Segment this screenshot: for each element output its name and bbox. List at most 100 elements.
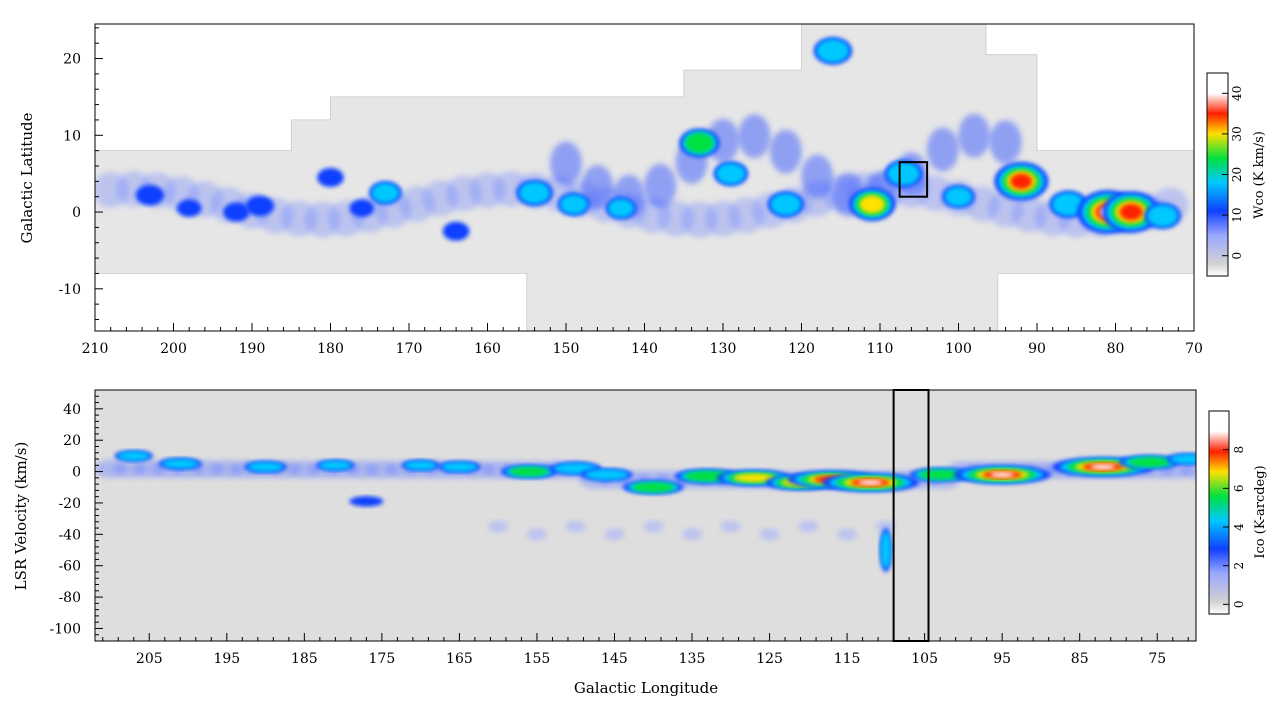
diffuse-emission xyxy=(1180,460,1196,479)
emission-clump xyxy=(879,528,892,573)
emission-contour xyxy=(858,480,883,485)
x-tick-label: 205 xyxy=(136,651,163,667)
x-tick-label: 150 xyxy=(553,341,580,357)
top-panel: 210 200 190 180 170 160 150 140 130 120 110 100 90 80… xyxy=(18,23,1203,357)
diffuse-emission xyxy=(604,528,625,541)
emission-contour xyxy=(404,460,438,470)
emission-clump xyxy=(245,195,275,217)
emission-contour xyxy=(990,472,1015,478)
emission-contour xyxy=(1147,204,1179,227)
emission-clump xyxy=(316,459,355,471)
emission-contour xyxy=(770,193,802,216)
emission-clump xyxy=(516,179,553,206)
y-tick-label: 0 xyxy=(72,205,81,221)
emission-clump xyxy=(884,159,923,188)
y-tick-label: 10 xyxy=(63,128,81,144)
diffuse-emission xyxy=(550,141,582,186)
emission-clump xyxy=(821,473,919,492)
emission-contour xyxy=(247,461,284,472)
emission-contour xyxy=(1119,203,1143,221)
top-colorbar-title: Wco (K km/s) xyxy=(1252,131,1267,219)
emission-contour xyxy=(685,132,714,154)
emission-clump xyxy=(244,461,288,473)
emission-clump xyxy=(1144,202,1181,229)
emission-clump xyxy=(442,221,470,241)
emission-contour xyxy=(162,458,199,469)
emission-clump xyxy=(605,197,637,220)
x-tick-label: 210 xyxy=(82,341,109,357)
colorbar-tick-label: 8 xyxy=(1232,446,1246,454)
emission-clump xyxy=(849,187,896,221)
emission-clump xyxy=(114,450,154,462)
diffuse-emission xyxy=(720,520,741,533)
emission-clump xyxy=(317,168,344,187)
top-colorbar-ticks: 0 10 20 30 40 xyxy=(1222,86,1244,260)
x-tick-label: 170 xyxy=(396,341,423,357)
top-annotation-box xyxy=(898,161,929,198)
bottom-x-axis-title: Galactic Longitude xyxy=(574,679,718,697)
bottom-colorbar-gradient xyxy=(1208,410,1230,615)
x-tick-label: 70 xyxy=(1185,341,1203,357)
diffuse-emission xyxy=(801,154,834,199)
colorbar-tick-label: 10 xyxy=(1230,207,1244,222)
bottom-y-axis: -100 -80 -60 -40 -20 0 20 40 xyxy=(50,389,103,637)
diffuse-emission xyxy=(989,120,1022,165)
emission-clump xyxy=(135,184,165,206)
diffuse-emission xyxy=(759,528,780,541)
x-tick-label: 140 xyxy=(631,341,658,357)
diffuse-emission xyxy=(565,520,586,533)
top-survey-coverage xyxy=(95,24,1194,331)
x-tick-label: 155 xyxy=(524,651,551,667)
diffuse-emission xyxy=(643,520,664,533)
emission-contour xyxy=(245,195,275,217)
diffuse-emission xyxy=(526,528,547,541)
emission-clump xyxy=(158,457,202,470)
diffuse-emission xyxy=(798,520,819,533)
emission-contour xyxy=(371,182,400,203)
emission-contour xyxy=(560,194,588,215)
bottom-plot-background xyxy=(95,390,1196,641)
emission-contour xyxy=(1128,457,1171,468)
colorbar-tick-label: 4 xyxy=(1232,523,1246,531)
emission-clump xyxy=(679,128,720,158)
y-tick-label: -60 xyxy=(58,559,81,575)
colorbar-tick-label: 6 xyxy=(1232,484,1246,492)
emission-clump xyxy=(1118,455,1180,470)
x-tick-label: 165 xyxy=(446,651,473,667)
x-tick-label: 130 xyxy=(710,341,737,357)
emission-contour xyxy=(1052,192,1085,217)
x-tick-label: 180 xyxy=(317,341,344,357)
emission-contour xyxy=(223,202,250,222)
y-tick-label: 0 xyxy=(72,465,81,481)
x-tick-label: 195 xyxy=(213,651,240,667)
top-colorbar: 0 10 20 30 40 Wco (K km/s) xyxy=(1206,72,1267,277)
emission-clump xyxy=(942,185,975,209)
emission-contour xyxy=(733,473,775,483)
emission-contour xyxy=(176,199,202,217)
emission-clump xyxy=(557,192,591,216)
y-tick-label: -100 xyxy=(50,621,81,637)
top-emission-layer xyxy=(95,37,1189,241)
emission-clump xyxy=(176,199,202,217)
diffuse-emission xyxy=(488,520,509,533)
emission-clump xyxy=(622,480,684,495)
x-tick-label: 80 xyxy=(1107,341,1125,357)
diffuse-emission xyxy=(837,528,858,541)
emission-clump xyxy=(349,496,384,507)
x-tick-label: 175 xyxy=(369,651,396,667)
emission-clump xyxy=(223,202,250,222)
emission-contour xyxy=(509,466,549,477)
colorbar-tick-label: 30 xyxy=(1230,126,1244,141)
x-tick-label: 135 xyxy=(679,651,706,667)
x-tick-label: 185 xyxy=(291,651,318,667)
emission-clump xyxy=(716,469,792,486)
diffuse-emission xyxy=(958,113,991,158)
x-tick-label: 200 xyxy=(160,341,187,357)
emission-clump xyxy=(1102,191,1161,233)
colorbar-tick-label: 2 xyxy=(1232,562,1246,570)
y-tick-label: 20 xyxy=(63,52,81,68)
diffuse-emission xyxy=(682,528,703,541)
x-tick-label: 105 xyxy=(911,651,938,667)
x-tick-label: 85 xyxy=(1071,651,1089,667)
diffuse-emission xyxy=(738,114,771,159)
